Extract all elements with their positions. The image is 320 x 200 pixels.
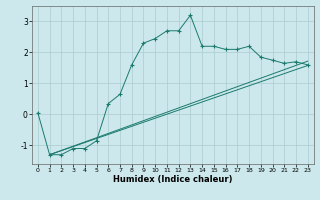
- X-axis label: Humidex (Indice chaleur): Humidex (Indice chaleur): [113, 175, 233, 184]
